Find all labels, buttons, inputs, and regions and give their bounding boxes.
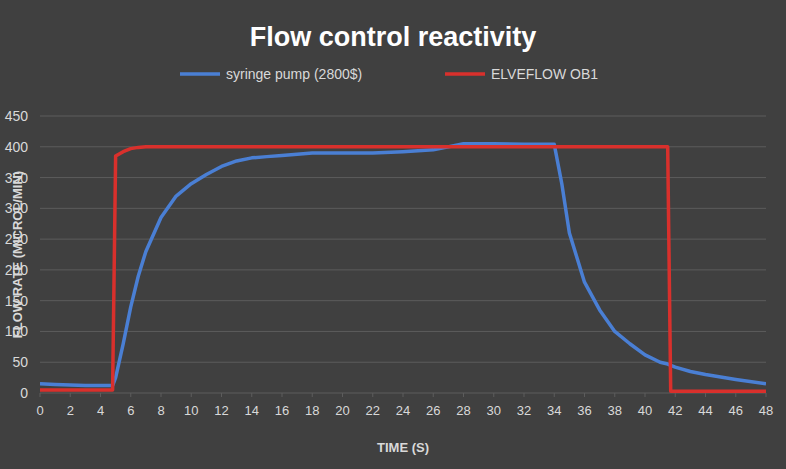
- x-tick: [100, 393, 101, 397]
- x-tick: [493, 393, 494, 397]
- x-tick-label: 30: [487, 403, 501, 418]
- x-tick-label: 14: [245, 403, 259, 418]
- plot-area: [40, 144, 766, 391]
- x-tick: [766, 393, 767, 397]
- x-tick: [251, 393, 252, 397]
- grid-line: [40, 239, 766, 240]
- y-tick-label: 50: [12, 354, 28, 370]
- x-tick-label: 28: [456, 403, 470, 418]
- x-tick: [705, 393, 706, 397]
- x-tick-label: 16: [275, 403, 289, 418]
- x-tick: [282, 393, 283, 397]
- x-tick: [463, 393, 464, 397]
- y-tick-label: 400: [5, 139, 29, 155]
- x-tick-label: 12: [214, 403, 228, 418]
- x-tick: [130, 393, 131, 397]
- legend-swatch: [180, 72, 220, 76]
- x-tick: [433, 393, 434, 397]
- grid-line: [40, 116, 766, 117]
- grid-line: [40, 331, 766, 332]
- x-tick: [645, 393, 646, 397]
- x-tick-label: 0: [36, 403, 43, 418]
- x-tick-label: 22: [366, 403, 380, 418]
- x-tick-label: 8: [157, 403, 164, 418]
- x-tick-label: 24: [396, 403, 410, 418]
- background: [0, 0, 786, 469]
- grid-line: [40, 300, 766, 301]
- x-tick-label: 6: [127, 403, 134, 418]
- x-tick: [70, 393, 71, 397]
- x-tick: [554, 393, 555, 397]
- x-tick: [524, 393, 525, 397]
- x-tick-label: 18: [305, 403, 319, 418]
- x-tick: [372, 393, 373, 397]
- x-tick-label: 44: [698, 403, 712, 418]
- x-tick: [735, 393, 736, 397]
- x-tick-label: 36: [577, 403, 591, 418]
- x-tick-label: 48: [759, 403, 773, 418]
- series-line: [40, 147, 766, 391]
- x-tick-label: 32: [517, 403, 531, 418]
- x-tick-label: 42: [668, 403, 682, 418]
- x-tick-label: 26: [426, 403, 440, 418]
- grid-line: [40, 177, 766, 178]
- x-tick-label: 40: [638, 403, 652, 418]
- x-tick: [312, 393, 313, 397]
- x-tick: [161, 393, 162, 397]
- x-tick-label: 34: [547, 403, 561, 418]
- x-tick-label: 38: [608, 403, 622, 418]
- x-tick-label: 46: [729, 403, 743, 418]
- x-axis-label: TIME (S): [377, 440, 429, 455]
- x-tick: [675, 393, 676, 397]
- x-tick: [191, 393, 192, 397]
- x-tick-label: 2: [67, 403, 74, 418]
- legend-label: ELVEFLOW OB1: [491, 66, 598, 82]
- grid-line: [40, 208, 766, 209]
- y-tick-label: 0: [20, 385, 28, 401]
- y-tick-label: 450: [5, 108, 29, 124]
- x-tick: [614, 393, 615, 397]
- x-tick: [342, 393, 343, 397]
- x-tick-label: 20: [335, 403, 349, 418]
- title: Flow control reactivity: [250, 22, 537, 52]
- x-tick: [403, 393, 404, 397]
- legend-label: syringe pump (2800$): [226, 66, 362, 82]
- x-tick-label: 4: [97, 403, 104, 418]
- chart: Flow control reactivity05010015020025030…: [0, 0, 786, 469]
- x-tick: [40, 393, 41, 397]
- series-line: [40, 144, 766, 386]
- x-tick: [221, 393, 222, 397]
- grid-line: [40, 269, 766, 270]
- legend-swatch: [445, 72, 485, 76]
- x-tick-label: 10: [184, 403, 198, 418]
- y-axis-label: FLOW RATE (MICROL/MIN): [10, 171, 25, 338]
- x-tick: [584, 393, 585, 397]
